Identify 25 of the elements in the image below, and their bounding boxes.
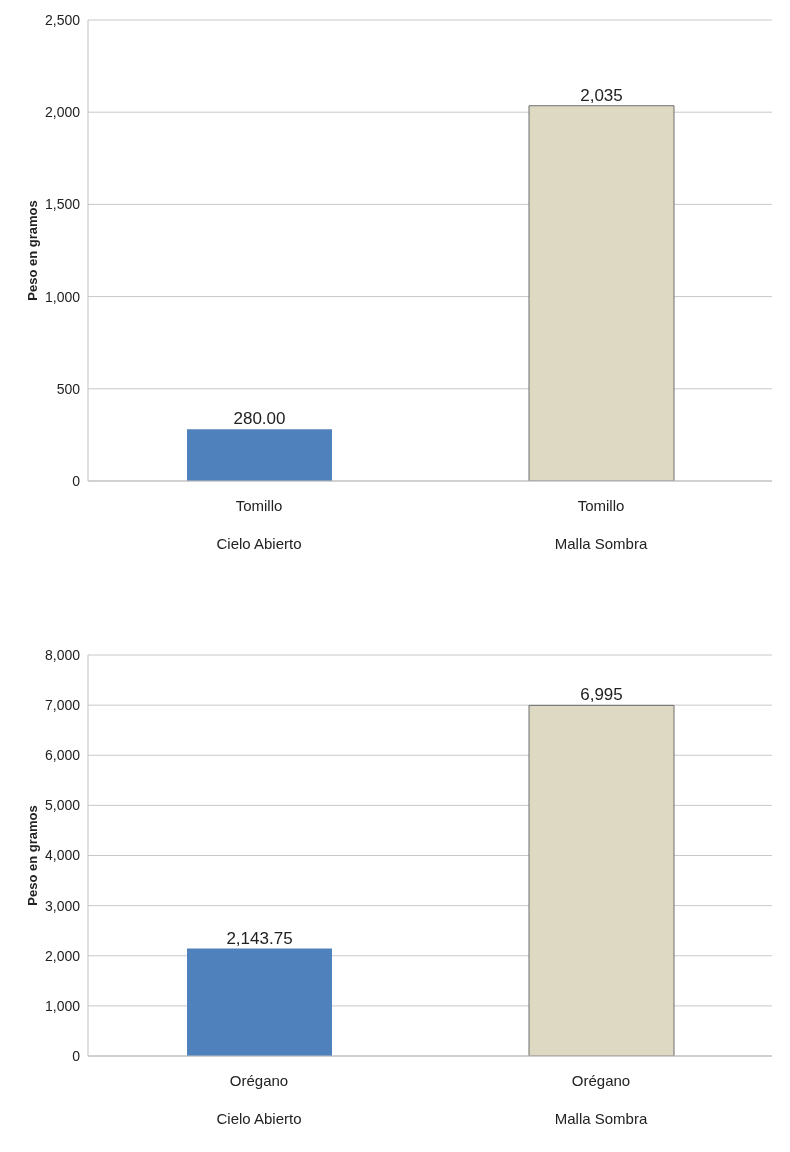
data-label: 2,035 [580, 85, 623, 105]
data-label: 280.00 [233, 409, 286, 429]
y-axis-title: Peso en gramos [24, 200, 40, 301]
category-label: Orégano Malla Sombra [554, 1072, 648, 1127]
y-tick-label: 0 [72, 472, 81, 489]
y-tick-label: 2,500 [44, 11, 81, 28]
y-axis-title: Peso en gramos [24, 805, 40, 906]
y-tick-label: 6,000 [44, 747, 81, 764]
y-tick-label: 3,000 [44, 897, 81, 914]
category-label: Orégano Cielo Abierto [216, 1072, 302, 1127]
data-label: 2,143.75 [226, 928, 293, 948]
y-tick-label: 2,000 [44, 947, 81, 964]
y-tick-label: 1,500 [44, 196, 81, 213]
category-label: Tomillo Malla Sombra [554, 497, 648, 552]
y-tick-label: 5,000 [44, 797, 81, 814]
y-tick-label: 2,000 [44, 104, 81, 121]
y-tick-label: 500 [56, 380, 81, 397]
y-tick-label: 0 [72, 1047, 81, 1064]
y-tick-label: 1,000 [44, 997, 81, 1014]
y-tick-label: 4,000 [44, 847, 81, 864]
data-label: 6,995 [580, 685, 623, 705]
y-tick-label: 8,000 [44, 646, 81, 663]
y-tick-label: 1,000 [44, 288, 81, 305]
y-tick-label: 7,000 [44, 697, 81, 714]
category-label: Tomillo Cielo Abierto [216, 497, 302, 552]
